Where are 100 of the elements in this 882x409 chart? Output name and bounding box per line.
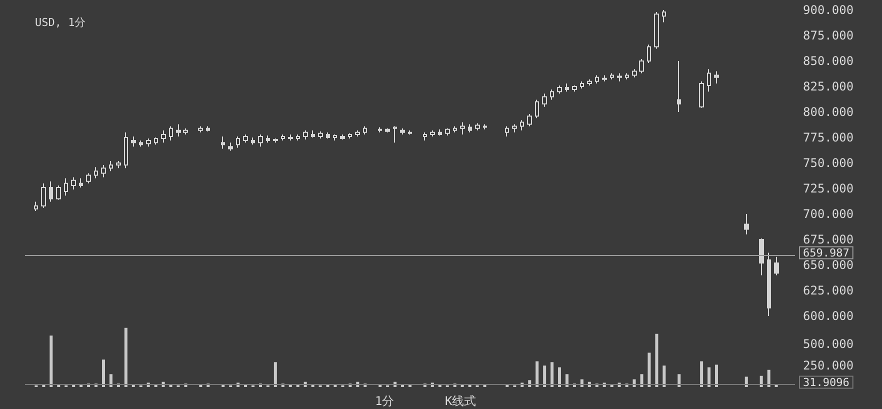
candlestick [767,252,771,316]
y-tick-label: 800.000 [803,105,854,119]
bar [640,374,644,387]
candlestick [632,68,637,78]
candlestick [505,126,509,137]
candlestick [266,134,270,144]
y-tick-label: 250.000 [803,358,854,373]
candlestick [453,126,457,133]
text: K线式 [445,394,476,408]
candlestick [64,178,68,196]
candlestick [273,138,278,144]
candlestick [707,68,711,92]
candlestick [438,128,442,136]
candlestick [400,128,405,135]
candlestick [557,84,562,94]
candlestick [131,136,136,148]
candlestick [520,120,524,131]
y-tick-label: 600.000 [803,309,854,323]
candlestick [79,178,83,188]
candlestick [378,126,382,133]
candlestick [326,132,330,140]
candlestick [169,126,173,142]
candlestick [565,82,569,92]
candlestick [86,172,91,184]
candlestick [654,12,659,50]
bar [274,362,277,387]
candlestick [759,238,764,276]
candlestick [647,44,651,64]
candlestick [318,130,323,140]
candlestick [176,124,181,137]
bar [708,367,711,387]
candlestick [109,160,113,172]
candlestick [587,78,592,86]
candlestick [475,122,480,131]
bar [558,367,562,387]
y-tick-label: 875.000 [803,28,854,42]
candlestick [355,130,360,137]
candlestick [744,214,749,235]
candlestick [303,130,308,140]
y-tick-label: 825.000 [803,80,854,94]
candlestick [311,130,315,138]
candlestick [595,74,599,84]
candlestick [116,160,121,169]
candlestick [221,136,225,150]
y-tick-label: 700.000 [803,207,854,221]
bar [648,352,651,387]
candlestick [572,84,577,92]
candlestick [198,126,203,133]
bar [767,370,770,387]
candlestick [183,128,188,135]
candlestick [56,184,61,200]
bar [678,374,681,387]
bar [102,360,105,387]
candlestick [468,124,472,133]
candlestick [101,164,106,178]
y-tick-label: 850.000 [803,54,854,68]
bar [760,376,763,387]
candlestick [161,130,166,144]
text: USD, 1分 [35,16,86,29]
candlestick [139,140,143,148]
bar [662,366,666,387]
candlestick [580,80,584,90]
candlestick [408,130,412,135]
candlestick [385,128,390,133]
ref-line-label: 31.9096 [803,376,850,389]
y-tick-label: 750.000 [803,156,854,170]
candlestick [146,138,151,148]
candlestick [714,70,719,84]
candlestick [639,58,644,74]
candlestick [258,134,263,148]
candlestick [228,142,233,152]
candlestick [288,134,293,142]
y-tick-label: 725.000 [803,182,854,196]
candlestick [445,128,450,136]
y-tick-label: 675.000 [803,232,854,246]
bar [536,361,539,387]
text: 1分 [375,394,394,408]
y-tick-label: 900.000 [803,3,854,17]
candlestick [430,130,435,137]
bar [744,376,748,387]
candlestick [527,114,532,127]
bar [109,374,112,387]
candlestick [340,134,345,140]
candlestick [677,60,681,112]
candlestick [348,132,352,140]
candlestick [41,182,46,208]
bar [50,336,53,387]
candlestick [206,126,210,132]
bar [655,334,658,387]
y-tick-label: 650.000 [803,258,854,272]
candlestick [602,74,607,82]
candlestick [610,72,614,80]
candlestick [251,137,255,146]
candlestick [542,93,547,108]
candlestick [512,124,517,133]
candlestick [94,166,98,179]
candlestick [699,80,704,108]
candlestick [236,136,240,148]
candlestick [71,176,76,190]
bar [124,328,128,387]
